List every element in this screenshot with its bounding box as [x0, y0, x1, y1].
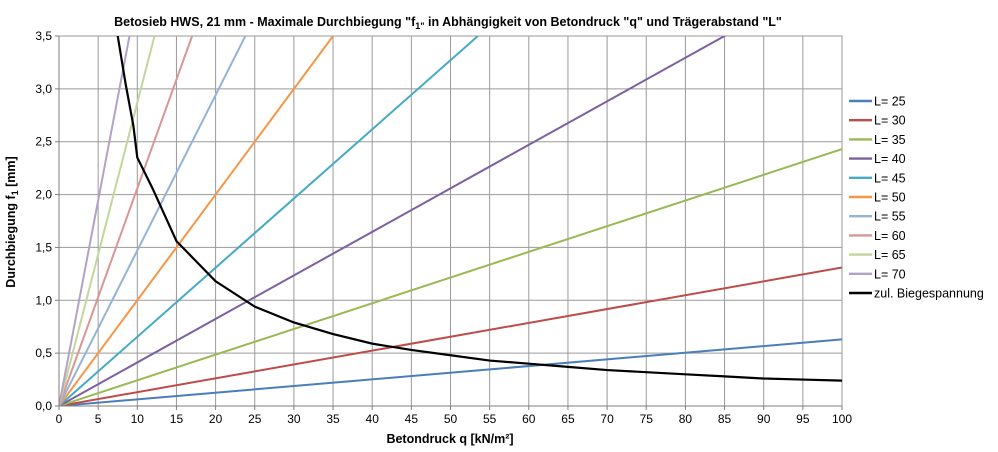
x-tick-label: 15	[170, 412, 184, 426]
chart-title: Betosieb HWS, 21 mm - Maximale Durchbieg…	[114, 15, 782, 31]
series-line-3	[59, 148, 842, 406]
series-line-1	[59, 338, 842, 406]
x-tick-label: 60	[522, 412, 536, 426]
x-tick-label: 35	[326, 412, 340, 426]
series-line-10	[59, 36, 131, 406]
x-tick-label: 45	[405, 412, 419, 426]
x-tick-label: 85	[718, 412, 732, 426]
grid	[58, 35, 843, 407]
x-tick-label: 5	[95, 412, 102, 426]
x-tick-label: 65	[561, 412, 575, 426]
legend-item: L= 60	[849, 229, 906, 243]
y-tick-label: 0,0	[35, 399, 52, 413]
legend-label: L= 45	[874, 171, 906, 185]
series-line-7	[59, 36, 247, 406]
legend-item: L= 25	[849, 95, 906, 109]
legend-label: L= 50	[874, 191, 906, 205]
series-line-8	[59, 36, 194, 406]
legend-label: L= 70	[874, 267, 906, 281]
legend-label: L= 65	[874, 248, 906, 262]
legend-label: L= 60	[874, 229, 906, 243]
x-axis-title: Betondruck q [kN/m²]	[386, 432, 513, 446]
legend-item: L= 50	[849, 191, 906, 205]
x-tick-label: 55	[483, 412, 497, 426]
x-tick-label: 70	[600, 412, 614, 426]
axes: 0 5 10 15 20 25 30 35 40 45 50 55 60 65 70 75 80 85 90 95 10…	[35, 29, 852, 426]
y-tick-label: 2,5	[35, 135, 52, 149]
legend: L= 25 L= 30 L= 35 L= 40 L= 45 L= 50 L= 55 L= 60…	[849, 95, 984, 301]
x-tick-label: 80	[679, 412, 693, 426]
x-tick-label: 75	[640, 412, 654, 426]
x-tick-label: 25	[248, 412, 262, 426]
x-tick-label: 20	[209, 412, 223, 426]
y-tick-label: 3,0	[35, 82, 52, 96]
y-tick-label: 1,0	[35, 293, 52, 307]
x-tick-label: 50	[444, 412, 458, 426]
legend-item: L= 30	[849, 114, 906, 128]
y-axis-title: Durchbiegung f1 [mm]	[4, 156, 20, 287]
series-line-6	[59, 36, 335, 406]
x-tick-label: 40	[366, 412, 380, 426]
x-tick-label: 95	[796, 412, 810, 426]
series-line-11	[116, 36, 842, 382]
series-line-5	[59, 36, 479, 406]
legend-label: L= 55	[874, 210, 906, 224]
y-tick-label: 2,0	[35, 188, 52, 202]
series-line-9	[59, 36, 156, 406]
legend-item: L= 45	[849, 171, 906, 185]
series-line-2	[59, 266, 842, 406]
x-tick-label: 0	[56, 412, 63, 426]
legend-label: L= 30	[874, 114, 906, 128]
y-tick-label: 1,5	[35, 240, 52, 254]
x-tick-label: 90	[757, 412, 771, 426]
legend-label: zul. Biegespannung	[874, 287, 984, 301]
series-line-4	[59, 36, 726, 406]
legend-item: zul. Biegespannung	[849, 287, 984, 301]
legend-item: L= 40	[849, 152, 906, 166]
legend-item: L= 70	[849, 267, 906, 281]
x-tick-label: 10	[131, 412, 145, 426]
legend-label: L= 40	[874, 152, 906, 166]
y-tick-label: 3,5	[35, 29, 52, 43]
legend-label: L= 35	[874, 133, 906, 147]
x-tick-label: 30	[287, 412, 301, 426]
legend-item: L= 55	[849, 210, 906, 224]
series-lines	[59, 36, 842, 406]
legend-label: L= 25	[874, 95, 906, 109]
y-tick-label: 0,5	[35, 346, 52, 360]
x-tick-label: 100	[832, 412, 852, 426]
legend-item: L= 35	[849, 133, 906, 147]
legend-item: L= 65	[849, 248, 906, 262]
